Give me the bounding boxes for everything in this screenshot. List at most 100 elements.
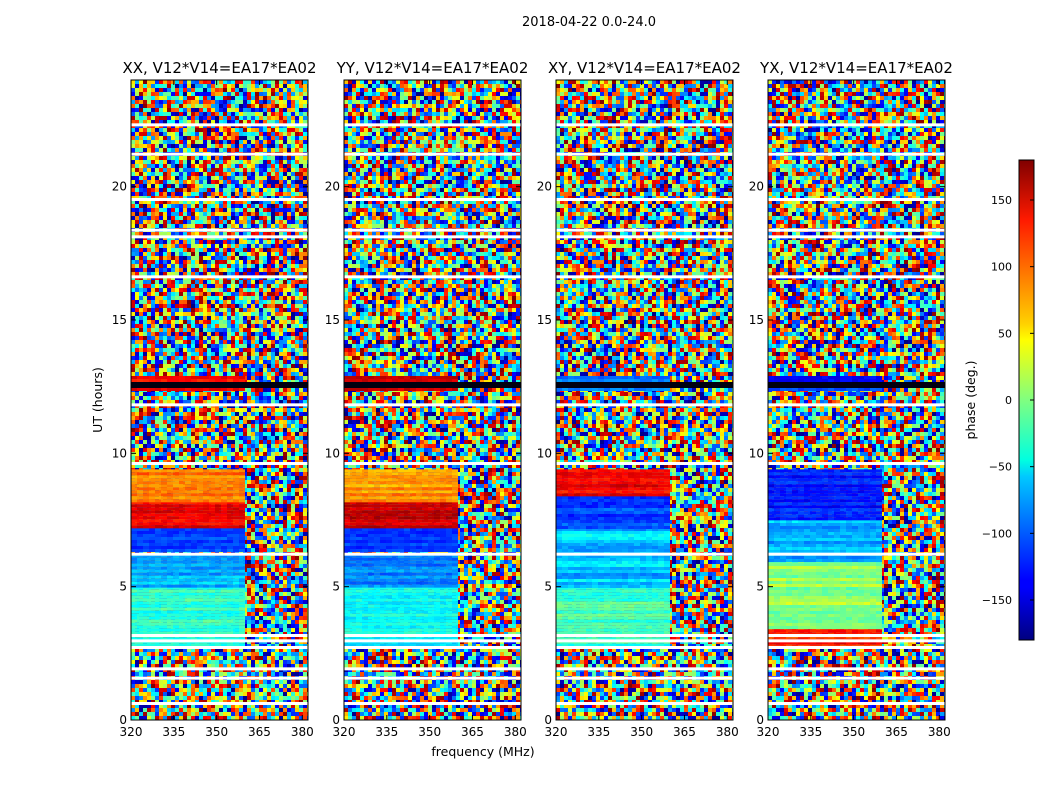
flagged-row: [131, 152, 308, 156]
flagged-row: [556, 123, 733, 127]
x-tick-label: 335: [375, 725, 398, 739]
colorbar-label: phase (deg.): [963, 361, 978, 440]
panel-title: YY, V12*V14=EA17*EA02: [336, 59, 529, 77]
colorbar-tick-label: 50: [998, 327, 1012, 340]
y-tick-label: 5: [119, 580, 127, 594]
colorbar-tick-label: 150: [991, 194, 1012, 207]
x-axis-label: frequency (MHz): [431, 744, 534, 759]
panel-xy: XY, V12*V14=EA17*EA02 320 335 350 365 380 0 5 10…: [537, 59, 741, 739]
flagged-row: [768, 676, 945, 680]
figure-suptitle: 2018-04-22 0.0-24.0: [522, 15, 656, 30]
y-tick-label: 10: [112, 446, 127, 460]
x-tick-label: 320: [333, 725, 356, 739]
colorbar-tick-label: −150: [982, 594, 1012, 607]
flagged-row: [556, 667, 733, 671]
flagged-row: [131, 403, 308, 407]
flagged-row: [131, 552, 308, 556]
x-tick-label: 350: [205, 725, 228, 739]
flagged-row: [131, 646, 308, 649]
y-tick-label: 20: [112, 180, 127, 194]
flagged-row: [344, 228, 521, 232]
y-tick-label: 20: [325, 180, 340, 194]
flagged-row: [556, 198, 733, 201]
flagged-row: [768, 702, 945, 705]
flagged-row: [344, 462, 521, 465]
flagged-row: [344, 152, 521, 156]
flagged-row: [131, 275, 308, 279]
flagged-row: [344, 123, 521, 127]
flagged-row: [131, 702, 308, 705]
x-tick-label: 365: [885, 725, 908, 739]
flagged-row: [344, 676, 521, 680]
flagged-row: [131, 667, 308, 671]
flagged-row: [556, 403, 733, 407]
x-tick-label: 335: [587, 725, 610, 739]
y-tick-label: 0: [332, 713, 340, 727]
flagged-row: [131, 634, 308, 637]
colorbar-tick-label: 100: [991, 261, 1012, 274]
panel-xx: XX, V12*V14=EA17*EA02 320 335 350 365 380 0 5 10…: [112, 59, 317, 739]
flagged-row: [768, 646, 945, 649]
flagged-row: [768, 403, 945, 407]
x-tick-label: 320: [120, 725, 143, 739]
flagged-row: [556, 676, 733, 680]
flagged-row: [768, 228, 945, 232]
flagged-row: [344, 634, 521, 637]
flagged-row: [344, 552, 521, 556]
flagged-row: [131, 462, 308, 465]
y-tick-label: 10: [325, 446, 340, 460]
x-tick-label: 365: [248, 725, 271, 739]
y-tick-label: 5: [544, 580, 552, 594]
flagged-row: [556, 228, 733, 232]
y-tick-label: 10: [749, 446, 764, 460]
x-tick-label: 365: [461, 725, 484, 739]
dark-row: [344, 382, 521, 388]
x-tick-label: 320: [757, 725, 780, 739]
x-tick-label: 380: [504, 725, 527, 739]
flagged-row: [344, 646, 521, 649]
panel-frame: [130, 79, 309, 721]
y-tick-label: 0: [119, 713, 127, 727]
x-tick-label: 350: [630, 725, 653, 739]
y-tick-label: 15: [112, 313, 127, 327]
colorbar-tick-label: −100: [982, 527, 1012, 540]
flagged-row: [768, 198, 945, 201]
flagged-row: [556, 235, 733, 239]
flagged-row: [131, 198, 308, 201]
flagged-row: [556, 702, 733, 705]
flagged-row: [344, 198, 521, 201]
flagged-row: [556, 639, 733, 643]
y-tick-label: 10: [537, 446, 552, 460]
y-tick-label: 20: [749, 180, 764, 194]
panel-title: YX, V12*V14=EA17*EA02: [759, 59, 953, 77]
flagged-row: [768, 634, 945, 637]
flagged-row: [556, 634, 733, 637]
heatmap-yx: [768, 80, 945, 720]
flagged-row: [768, 552, 945, 556]
heatmap-xy: [556, 80, 733, 720]
x-tick-label: 335: [162, 725, 185, 739]
flagged-row: [556, 552, 733, 556]
y-tick-label: 0: [756, 713, 764, 727]
flagged-row: [556, 152, 733, 156]
heatmap-yy: [344, 80, 521, 720]
y-tick-label: 5: [756, 580, 764, 594]
y-tick-label: 20: [537, 180, 552, 194]
x-tick-label: 365: [673, 725, 696, 739]
panel-yx: YX, V12*V14=EA17*EA02 320 335 350 365 380 0 5 10…: [749, 59, 953, 739]
flagged-row: [344, 667, 521, 671]
dark-row: [556, 382, 733, 388]
y-tick-label: 15: [537, 313, 552, 327]
colorbar-tick-label: −50: [989, 461, 1012, 474]
x-tick-label: 380: [716, 725, 739, 739]
heatmap-xx: [131, 80, 308, 720]
dark-row: [768, 382, 945, 388]
panel-yy: YY, V12*V14=EA17*EA02 320 335 350 365 380 0 5 10…: [325, 59, 529, 739]
flagged-row: [768, 639, 945, 643]
flagged-row: [344, 275, 521, 279]
flagged-row: [768, 152, 945, 156]
panel-frame: [343, 79, 522, 721]
flagged-row: [344, 702, 521, 705]
y-tick-label: 15: [749, 313, 764, 327]
flagged-row: [131, 676, 308, 680]
